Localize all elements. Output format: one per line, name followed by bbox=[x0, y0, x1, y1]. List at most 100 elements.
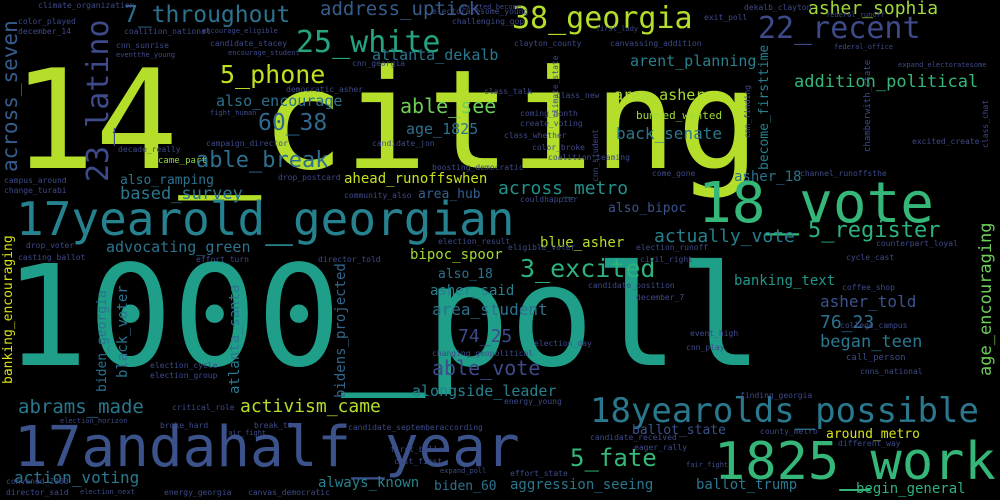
word-age-encouraging: age_encouraging bbox=[976, 222, 996, 376]
word-community-also: community_also bbox=[344, 191, 412, 200]
word-addition-political: addition_political bbox=[794, 72, 979, 92]
word-class-talk: class_talk bbox=[484, 87, 533, 96]
word-1000-poll: 1000_poll bbox=[4, 236, 763, 399]
word-60-38: 60_38 bbox=[258, 110, 328, 136]
word-begin-general: begin_general bbox=[856, 481, 966, 497]
word-federal-runoff: federal_runoff bbox=[826, 11, 886, 19]
word-cycle-cast: cycle_cast bbox=[846, 253, 895, 262]
word-eager-rally: eager_rally bbox=[634, 443, 687, 452]
word-first-ballot: first_ballot bbox=[390, 445, 448, 454]
word-canvas-democratic: canvas_democratic bbox=[248, 488, 330, 497]
word-17yearold-georgian: 17yearold_georgian bbox=[16, 192, 515, 246]
word-dekalb-clayton: dekalb_clayton bbox=[744, 3, 812, 12]
word-across-seven: across_seven bbox=[0, 20, 22, 172]
word-democratic-asher: democratic_asher bbox=[286, 85, 364, 94]
word-drop-postcard: drop_postcard bbox=[278, 173, 341, 182]
word-become-firsttime: become_firsttime bbox=[757, 44, 772, 170]
word-asher-sophia: asher_sophia bbox=[808, 0, 939, 19]
word-convened-1000: convened_1000 bbox=[6, 477, 69, 486]
word-74-25: 74_25 bbox=[458, 326, 513, 347]
word-cnn-student: cnn_student bbox=[591, 129, 600, 182]
word-canvassing-addition: canvassing_addition bbox=[610, 39, 702, 48]
word-1825-work: 1825_work bbox=[714, 432, 996, 492]
word-campus-around: campus_around bbox=[4, 176, 67, 185]
word-election-group: election_group bbox=[150, 371, 218, 380]
word-back-senate: back_senate bbox=[616, 124, 722, 143]
word-fair-fight-2: fair_fight bbox=[224, 429, 267, 437]
word-activism-came: activism_came bbox=[240, 396, 381, 417]
word-14-citing: 14_citing bbox=[12, 40, 760, 201]
word-color-broke: color_broke bbox=[532, 143, 585, 152]
word-encourage-student: encourage_student bbox=[228, 49, 300, 57]
word-drop-voter: drop_voter bbox=[26, 241, 75, 250]
word-class-whether: class_whether bbox=[504, 131, 567, 140]
word-ballot-state: ballot_state bbox=[632, 423, 726, 438]
word-coalition-teaming: coalition_teaming bbox=[548, 153, 630, 162]
word-fight-human: fight_human bbox=[210, 109, 257, 117]
word-expand-electoratesome: expand_electoratesome bbox=[898, 61, 987, 69]
word-color-played: color_played bbox=[18, 17, 76, 26]
word-create-voting: create_voting bbox=[520, 119, 583, 128]
word-76-23: 76_23 bbox=[820, 312, 875, 333]
word-expand-poll: expand_poll bbox=[440, 467, 487, 475]
word-election-runoff: election_runoff bbox=[636, 243, 709, 252]
word-critical-role: critical_role bbox=[172, 403, 235, 412]
word-18-vote: 18_vote bbox=[698, 171, 935, 236]
word-election-result: election_result bbox=[438, 237, 511, 246]
word-biden-georgia: biden_georgia bbox=[95, 290, 110, 392]
word-asher-said: asher_said bbox=[430, 283, 515, 299]
word-black-voter: black_voter bbox=[115, 285, 131, 378]
word-eventthe-young: eventthe_young bbox=[116, 51, 176, 59]
word-call-person: call_person bbox=[846, 353, 906, 363]
word-chamberwith-state: chamberwith_state bbox=[863, 59, 873, 152]
word-bummed-wanted: bummed_wanted bbox=[636, 109, 723, 122]
word-aggression-seeing: aggression_seeing bbox=[510, 477, 654, 493]
word-first-lady: first_lady bbox=[596, 25, 639, 33]
word-candidate-septemberaccording: candidate_septemberaccording bbox=[348, 423, 483, 432]
word-candidate-position: candidate_position bbox=[588, 281, 675, 290]
word-always-known: always_known bbox=[318, 475, 420, 491]
word-candidate-jon: candidate_jon bbox=[372, 139, 435, 148]
word-cnn-sunrise: cnn_sunrise bbox=[116, 41, 169, 50]
word-came-part: came_part bbox=[158, 156, 207, 166]
word-action-voting: action_voting bbox=[14, 468, 140, 487]
word-blue-asher: blue_asher bbox=[540, 235, 625, 251]
word-energy-georgia: energy_georgia bbox=[164, 488, 232, 497]
word-also-18: also_18 bbox=[438, 267, 493, 282]
word-decade-really: decade_really bbox=[118, 145, 181, 154]
word-casting-ballot: casting_ballot bbox=[18, 253, 86, 262]
word-come-gone: come_gone bbox=[652, 169, 696, 178]
word-counterpart-loyal: counterpart_loyal bbox=[876, 239, 958, 248]
word-finding-georgia: finding_georgia bbox=[740, 391, 813, 400]
word-election-cycle: election_cycle bbox=[150, 361, 218, 370]
word-able-see: able_see bbox=[400, 94, 497, 118]
word-area-asher: area_asher bbox=[614, 86, 705, 104]
word-38-georgia: 38_georgia bbox=[512, 1, 693, 36]
word-age-1825: age_1825 bbox=[406, 120, 479, 138]
word-5-register: 5_register bbox=[808, 218, 941, 243]
word-election-next: election_next bbox=[80, 488, 135, 496]
word-banking-text: banking_text bbox=[734, 273, 836, 289]
word-different-way: different_way bbox=[838, 439, 901, 448]
word-county-metro: county_metro bbox=[760, 427, 818, 436]
word-class-chat: class_chat bbox=[981, 99, 990, 148]
word-23-latino: 23_latino bbox=[81, 19, 116, 182]
word-energy-young: energy_young bbox=[504, 397, 562, 406]
word-broke-hard: broke_hard bbox=[160, 421, 209, 430]
word-bidens-projected: bidens_projected bbox=[333, 263, 349, 398]
word-excited-create: excited_create bbox=[912, 137, 980, 146]
word-banking-encouraging: banking_encouraging bbox=[1, 235, 16, 384]
word-7-throughout: 7_throughout bbox=[124, 2, 291, 28]
word-exit-poll: exit_poll bbox=[704, 13, 748, 22]
word-also-bipoc: also_bipoc bbox=[608, 201, 687, 216]
word-couldhappier: couldhappier bbox=[520, 195, 578, 204]
word-civil-right: civil_right bbox=[640, 255, 693, 264]
word-climate-state: climate_state bbox=[551, 55, 560, 118]
word-election-day: election_day bbox=[534, 339, 592, 348]
word-director-told: director_told bbox=[318, 255, 381, 264]
word-bipoc-spoor: bipoc_spoor bbox=[410, 247, 503, 263]
word-clayton-county: clayton_county bbox=[514, 39, 582, 48]
word-began-teen: began_teen bbox=[820, 332, 923, 352]
word-encourage-eligible: encourage_eligible bbox=[202, 27, 278, 35]
